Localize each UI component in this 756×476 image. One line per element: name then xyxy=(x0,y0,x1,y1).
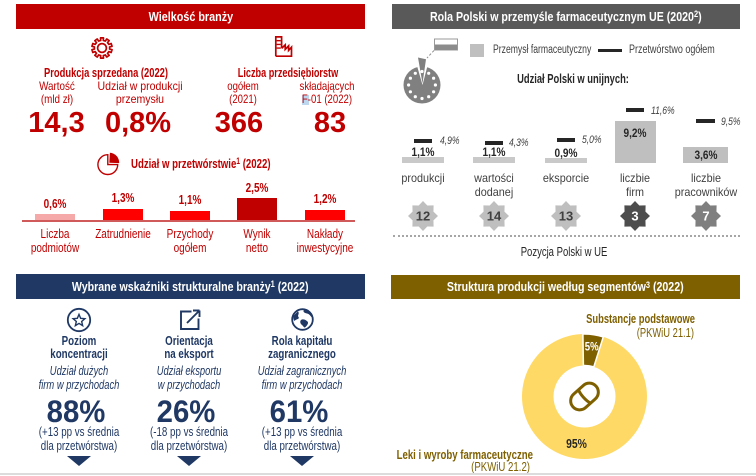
svg-text:12: 12 xyxy=(416,209,430,224)
svg-text:13: 13 xyxy=(559,209,573,224)
svg-text:7: 7 xyxy=(702,209,709,224)
svg-text:3: 3 xyxy=(631,209,638,224)
svg-text:14: 14 xyxy=(487,209,502,224)
svg-text:5%: 5% xyxy=(585,341,599,354)
svg-text:95%: 95% xyxy=(566,437,587,451)
